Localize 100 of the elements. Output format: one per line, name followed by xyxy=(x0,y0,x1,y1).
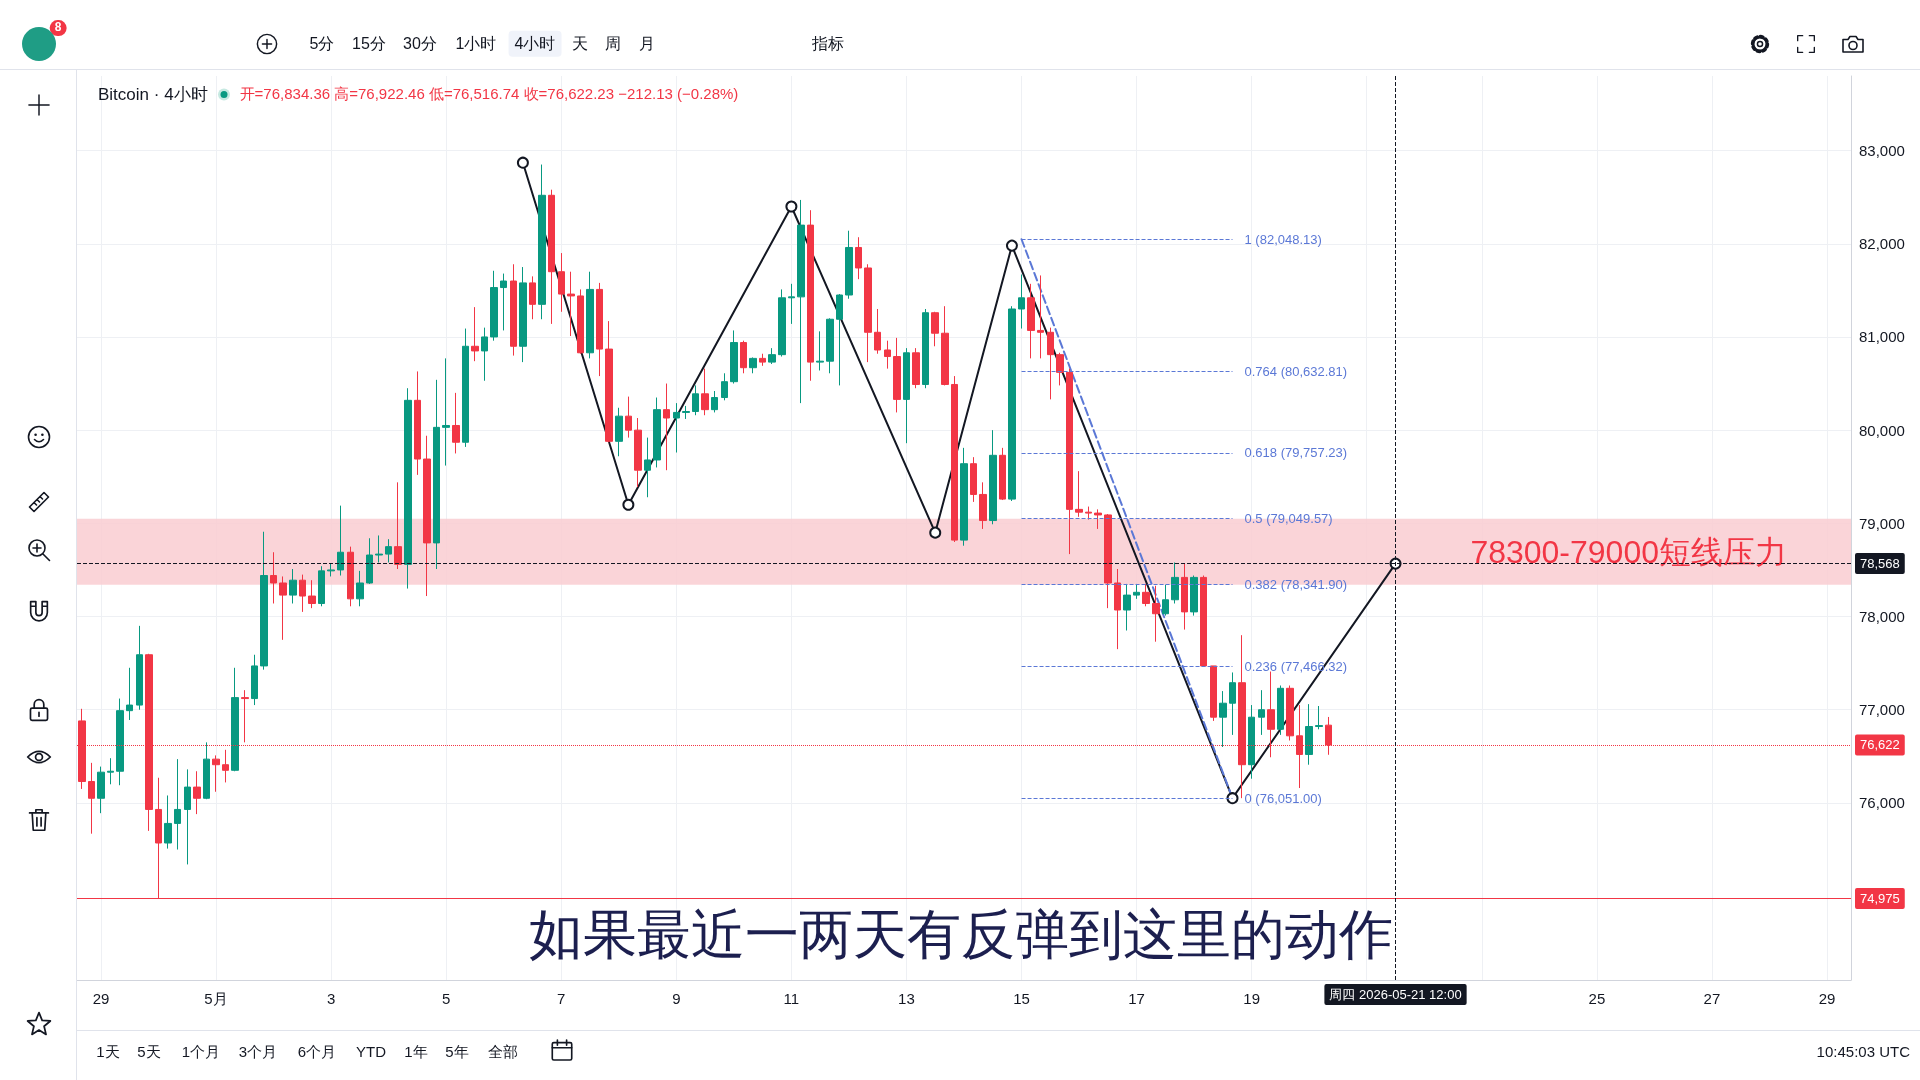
point xyxy=(1005,239,1018,252)
text: 5天 xyxy=(137,1043,161,1061)
y-tick-label: 78,000 xyxy=(1859,608,1905,626)
candlestick xyxy=(519,266,527,363)
ref-line-label: 0 (76,051.00) xyxy=(1244,790,1322,806)
x-tick-label: 27 xyxy=(1703,990,1721,1007)
candlestick xyxy=(701,368,709,416)
text: 30分 xyxy=(403,34,437,54)
x-tick-label: 17 xyxy=(1128,990,1145,1007)
candlestick xyxy=(299,574,306,613)
candlestick xyxy=(347,546,354,607)
candlestick xyxy=(136,625,143,711)
candlestick xyxy=(797,199,805,404)
x-tick-label: 29 xyxy=(92,990,110,1007)
candlestick xyxy=(1104,513,1112,609)
y-tick-label: 81,000 xyxy=(1859,328,1905,346)
candlestick xyxy=(960,447,968,547)
candlestick xyxy=(184,768,191,865)
candlestick xyxy=(884,340,891,370)
text: 指标 xyxy=(812,34,844,54)
text: 4小时 xyxy=(508,30,562,58)
candlestick xyxy=(558,252,565,313)
candlestick xyxy=(711,390,718,413)
text: 8 xyxy=(49,20,67,36)
candlestick xyxy=(366,537,373,585)
candlestick xyxy=(951,375,958,543)
text: Bitcoin · 4小时 xyxy=(98,83,208,106)
candlestick xyxy=(1286,685,1294,741)
candlestick xyxy=(462,328,469,448)
candlestick xyxy=(644,437,651,498)
ref-line-label: 78,568 xyxy=(1860,556,1900,572)
candlestick xyxy=(1219,690,1227,748)
candlestick xyxy=(327,562,335,577)
candlestick xyxy=(279,575,287,641)
candlestick xyxy=(605,320,613,443)
candlestick xyxy=(893,337,901,413)
candlestick xyxy=(1037,274,1044,359)
x-tick-label: 5月 xyxy=(204,990,228,1007)
candlestick xyxy=(673,402,680,454)
candlestick xyxy=(423,435,431,597)
candlestick xyxy=(577,288,584,355)
candlestick xyxy=(1056,352,1064,386)
candlestick xyxy=(692,384,699,416)
ref-line-label: 76,622 xyxy=(1860,737,1900,753)
candlestick xyxy=(1008,305,1016,502)
candlestick xyxy=(788,283,795,325)
candlestick xyxy=(912,347,920,389)
ref-line-label: 0.764 (80,632.81) xyxy=(1244,363,1348,379)
candlestick xyxy=(1229,671,1236,736)
ref-line-label: 周四 2026-05-21 12:00 xyxy=(1329,987,1462,1002)
text: YTD xyxy=(356,1043,386,1061)
text: 月 xyxy=(639,34,655,54)
candlestick xyxy=(1171,561,1179,604)
candlestick xyxy=(126,667,133,721)
x-tick-label: 9 xyxy=(672,990,681,1007)
candlestick xyxy=(730,329,738,385)
candlestick xyxy=(1152,585,1160,643)
candlestick xyxy=(260,531,268,671)
candlestick xyxy=(538,164,546,320)
candlestick xyxy=(308,579,316,609)
point xyxy=(785,200,798,213)
candlestick xyxy=(816,330,824,371)
y-tick-label: 79,000 xyxy=(1859,514,1905,532)
candlestick xyxy=(414,370,421,476)
candlestick xyxy=(759,353,766,367)
x-tick-label: 13 xyxy=(898,990,915,1007)
candlestick xyxy=(404,387,412,590)
candlestick xyxy=(979,481,987,530)
candlestick xyxy=(1305,703,1313,766)
x-tick-label: 29 xyxy=(1818,990,1836,1007)
candlestick xyxy=(653,397,661,468)
x-tick-label: 11 xyxy=(783,990,800,1007)
ref-line-label: 0.382 (78,341.90) xyxy=(1244,577,1348,593)
candlestick xyxy=(1248,704,1255,780)
candlestick xyxy=(845,230,853,300)
candlestick xyxy=(922,308,929,389)
ref-line-label: 74,975 xyxy=(1860,890,1900,906)
candlestick xyxy=(116,698,124,786)
candlestick xyxy=(193,770,201,815)
candlestick xyxy=(1181,562,1188,631)
candlestick xyxy=(481,327,488,382)
candlestick xyxy=(855,236,862,280)
text: 3个月 xyxy=(238,1043,278,1061)
candlestick xyxy=(394,481,402,570)
y-tick-label: 77,000 xyxy=(1859,701,1905,719)
candlestick xyxy=(88,762,95,835)
candlestick xyxy=(1133,583,1140,600)
candlestick xyxy=(1315,705,1323,730)
text: 1小时 xyxy=(455,34,497,54)
candlestick xyxy=(442,357,450,467)
candlestick xyxy=(1190,575,1198,617)
point xyxy=(622,498,635,511)
candlestick xyxy=(1027,283,1035,359)
candlestick xyxy=(941,305,949,386)
candlestick xyxy=(337,505,344,577)
text: 10:45:03 UTC xyxy=(1816,1043,1910,1061)
candlestick xyxy=(1085,506,1092,521)
candlestick xyxy=(500,273,507,331)
ref-line-label: 0.618 (79,757.23) xyxy=(1244,445,1348,461)
candlestick xyxy=(1277,685,1284,736)
